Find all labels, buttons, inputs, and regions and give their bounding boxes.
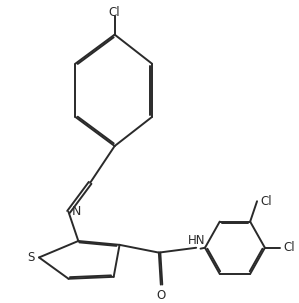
Text: HN: HN [187,234,205,247]
Text: N: N [71,205,81,218]
Text: O: O [156,289,165,302]
Text: S: S [27,251,35,264]
Text: Cl: Cl [109,6,120,19]
Text: Cl: Cl [260,195,271,208]
Text: Cl: Cl [283,241,295,254]
